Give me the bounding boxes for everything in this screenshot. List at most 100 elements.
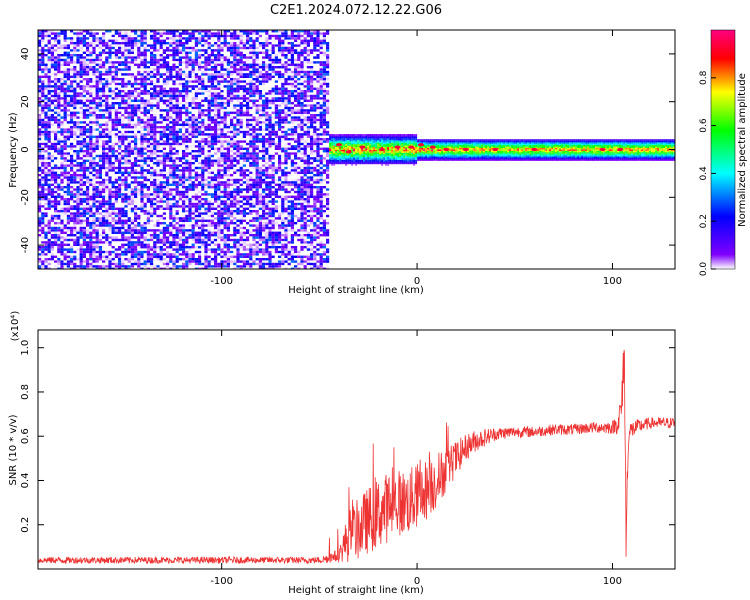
spectrogram-cell — [108, 118, 112, 122]
spectrogram-cell — [63, 150, 67, 153]
spectrogram-cell — [169, 241, 173, 244]
spectrogram-cell — [146, 145, 150, 148]
spectrogram-cell — [236, 219, 240, 222]
spectrogram-cell — [236, 32, 240, 35]
spectrogram-cell — [98, 130, 102, 134]
spectrogram-cell — [137, 116, 141, 119]
spectrogram-cell — [201, 87, 205, 90]
spectrogram-cell — [242, 92, 246, 95]
spectrogram-cell — [121, 202, 125, 206]
spectrogram-cell — [175, 174, 179, 177]
spectrogram-cell — [162, 193, 166, 196]
spectrogram-cell — [242, 90, 246, 93]
spectrogram-cell — [114, 236, 118, 239]
spectrogram-cell — [124, 219, 128, 222]
spectrogram-cell — [220, 118, 224, 122]
spectrogram-cell — [178, 37, 182, 40]
spectrogram-cell — [217, 46, 221, 50]
spectrogram-cell — [233, 82, 237, 86]
spectrogram-cell — [233, 171, 237, 174]
spectrogram-cell — [79, 152, 83, 155]
spectrogram-cell — [223, 138, 227, 141]
spectrogram-cell — [79, 102, 83, 105]
spectrogram-cell — [198, 140, 202, 143]
spectrogram-cell — [146, 154, 150, 158]
spectrogram-cell — [118, 171, 122, 174]
spectrogram-cell — [73, 214, 77, 218]
spectrogram-cell — [89, 106, 93, 110]
spectrogram-cell — [82, 169, 86, 172]
spectrogram-cell — [111, 246, 115, 249]
spectrogram-cell — [70, 229, 74, 232]
spectrogram-cell — [111, 205, 115, 208]
spectrogram-cell — [150, 147, 154, 150]
spectrogram-cell — [41, 75, 45, 78]
spectrogram-cell — [153, 181, 157, 184]
spectrogram-cell — [60, 114, 64, 117]
spectrogram-cell — [146, 44, 150, 47]
spectrogram-cell — [50, 171, 54, 174]
spectrogram-cell — [47, 183, 51, 186]
spectrogram-cell — [134, 205, 138, 208]
spectrogram-cell — [95, 61, 99, 64]
spectrogram-cell — [44, 214, 48, 218]
spectrogram-cell — [153, 159, 157, 162]
spectrogram-cell — [134, 97, 138, 100]
spectrogram-cell — [38, 152, 42, 155]
spectrogram-cell — [47, 178, 51, 182]
spectrogram-cell — [54, 164, 58, 167]
spectrogram-cell — [210, 109, 214, 112]
spectrogram-cell — [172, 118, 176, 122]
spectrogram-cell — [92, 258, 96, 261]
spectrogram-cell — [127, 56, 131, 59]
spectrogram-cell — [246, 46, 250, 50]
spectrogram-cell — [92, 90, 96, 93]
spectrogram-cell — [182, 267, 186, 269]
spectrogram-cell — [41, 51, 45, 54]
spectrogram-cell — [95, 188, 99, 191]
spectrogram-cell — [201, 198, 205, 201]
spectrogram-cell — [146, 224, 150, 227]
spectrogram-cell — [63, 97, 67, 100]
spectrogram-cell — [175, 94, 179, 98]
spectrogram-cell — [220, 229, 224, 232]
spectrogram-cell — [233, 49, 237, 52]
spectrogram-cell — [82, 162, 86, 165]
spectrogram-cell — [217, 30, 221, 33]
spectrogram-cell — [134, 210, 138, 213]
spectrogram-cell — [38, 75, 42, 78]
spectrogram-cell — [41, 68, 45, 71]
spectrogram-cell — [194, 30, 198, 33]
spectrogram-cell — [146, 82, 150, 86]
spectrogram-cell — [153, 186, 157, 189]
spectrogram-cell — [175, 58, 179, 62]
spectrogram-cell — [191, 181, 195, 184]
spectrogram-cell — [242, 214, 246, 218]
spectrogram-cell — [156, 255, 160, 258]
spectrogram-cell — [79, 111, 83, 114]
spectrogram-cell — [89, 224, 93, 227]
spectrogram-cell — [217, 212, 221, 215]
spectrogram-cell — [66, 210, 70, 213]
spectrogram-cell — [242, 104, 246, 107]
spectrogram-cell — [66, 130, 70, 134]
spectrogram-cell — [124, 186, 128, 189]
spectrogram-cell — [50, 123, 54, 126]
spectrogram-cell — [233, 70, 237, 74]
spectrogram-cell — [166, 243, 170, 246]
spectrogram-cell — [233, 42, 237, 45]
spectrogram-cell — [246, 229, 250, 232]
spectrogram-cell — [223, 128, 227, 131]
spectrogram-cell — [150, 63, 154, 66]
spectrogram-cell — [127, 229, 131, 232]
spectrogram-cell — [82, 243, 86, 246]
spectrogram-cell — [182, 243, 186, 246]
spectrogram-cell — [172, 178, 176, 182]
spectrogram-cell — [230, 262, 234, 266]
spectrogram-cell — [175, 75, 179, 78]
spectrogram-cell — [82, 164, 86, 167]
spectrogram-cell — [182, 99, 186, 102]
spectrogram-cell — [166, 262, 170, 266]
spectrogram-cell — [47, 49, 51, 52]
spectrogram-cell — [47, 224, 51, 227]
